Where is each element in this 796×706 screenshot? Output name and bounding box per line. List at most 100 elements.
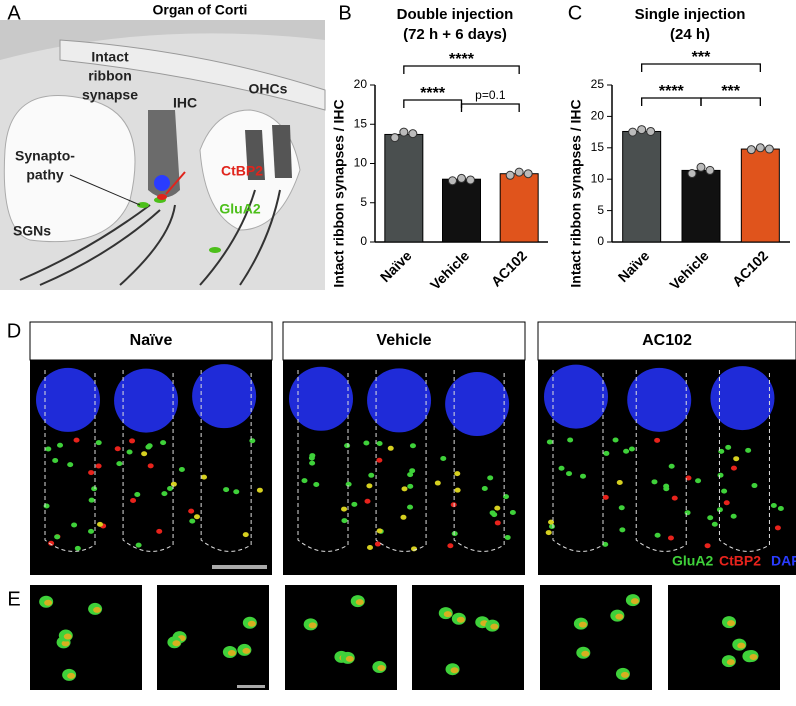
diagram-label: Synapto- <box>15 148 75 164</box>
diagram-label: synapse <box>82 87 138 103</box>
puncta <box>256 487 263 493</box>
puncta <box>443 611 452 618</box>
significance: *** <box>721 83 740 100</box>
puncta <box>44 599 53 606</box>
puncta <box>654 437 661 443</box>
group-title: Naïve <box>130 332 173 349</box>
puncta <box>450 667 459 674</box>
puncta <box>201 474 208 480</box>
chart-title: Single injection <box>635 6 746 23</box>
data-point <box>755 143 765 153</box>
puncta <box>491 512 498 518</box>
puncta <box>407 483 414 489</box>
cell-outline <box>44 370 96 552</box>
puncta <box>233 489 240 495</box>
nucleus <box>154 175 170 191</box>
puncta <box>344 443 351 449</box>
puncta <box>711 521 718 527</box>
ohc <box>272 125 292 178</box>
puncta <box>481 486 488 492</box>
y-tick-label: 10 <box>591 171 605 185</box>
puncta <box>134 492 141 498</box>
puncta <box>546 439 553 445</box>
puncta <box>48 540 55 546</box>
puncta <box>161 491 168 497</box>
y-axis-label: Intact ribbon synapses / IHC <box>331 99 347 287</box>
puncta <box>341 518 348 524</box>
group-title: AC102 <box>642 332 692 349</box>
significance: *** <box>692 49 711 66</box>
diagram-label: IHC <box>173 95 197 111</box>
data-point <box>408 129 418 139</box>
puncta <box>63 633 72 640</box>
puncta <box>409 468 416 474</box>
legend-label: GluA2 <box>672 553 713 569</box>
puncta <box>578 621 587 628</box>
puncta <box>548 523 555 529</box>
puncta <box>668 463 675 469</box>
ihc <box>148 110 180 198</box>
data-point <box>705 165 715 175</box>
puncta <box>749 654 758 661</box>
y-tick-label: 20 <box>591 109 605 123</box>
nerve <box>19 189 281 286</box>
x-tick-label: AC102 <box>729 247 771 289</box>
puncta <box>309 453 316 459</box>
y-tick-label: 15 <box>591 140 605 154</box>
chart-title: Double injection <box>397 6 514 23</box>
nucleus <box>710 366 775 431</box>
data-point <box>448 176 457 186</box>
bar <box>499 173 539 243</box>
puncta <box>43 503 50 509</box>
data-point <box>746 145 756 155</box>
cell-outline <box>375 370 427 552</box>
nucleus <box>36 367 100 432</box>
puncta <box>54 534 61 540</box>
puncta <box>351 501 358 507</box>
cell-outline <box>718 370 770 552</box>
puncta <box>355 599 364 606</box>
puncta <box>654 532 661 538</box>
puncta <box>363 440 370 446</box>
puncta <box>67 672 76 679</box>
y-axis-label: Intact ribbon synapses / IHC <box>568 99 584 287</box>
puncta <box>737 642 746 649</box>
puncta <box>581 650 590 657</box>
pointer <box>69 174 141 206</box>
puncta <box>366 545 373 551</box>
puncta <box>733 456 740 462</box>
bar <box>740 148 780 243</box>
data-point <box>687 169 697 179</box>
diagram-label: SGNs <box>13 223 51 239</box>
puncta <box>401 486 408 492</box>
puncta <box>341 506 348 512</box>
puncta <box>454 487 461 493</box>
significance: **** <box>420 85 446 102</box>
puncta <box>52 457 59 463</box>
puncta <box>73 437 80 443</box>
x-tick-label: Naïve <box>377 247 415 285</box>
legend-label: CtBP2 <box>719 553 761 569</box>
puncta <box>545 530 552 536</box>
puncta <box>615 613 624 620</box>
y-tick-label: 0 <box>360 234 367 248</box>
glua2 <box>137 202 149 208</box>
puncta <box>618 505 625 511</box>
puncta <box>114 446 121 452</box>
puncta <box>602 541 609 547</box>
diagram-label: Intact <box>91 49 129 65</box>
puncta <box>494 520 501 526</box>
puncta <box>409 443 416 449</box>
puncta <box>156 528 163 534</box>
nucleus <box>289 366 353 431</box>
cell-outline <box>200 370 252 552</box>
puncta <box>400 514 407 520</box>
puncta <box>147 463 154 469</box>
x-tick-label: Vehicle <box>427 247 473 293</box>
puncta <box>434 480 441 486</box>
panel-label: A <box>7 2 21 24</box>
puncta <box>116 461 123 467</box>
puncta <box>95 440 102 446</box>
puncta <box>447 543 454 549</box>
puncta <box>407 504 414 510</box>
